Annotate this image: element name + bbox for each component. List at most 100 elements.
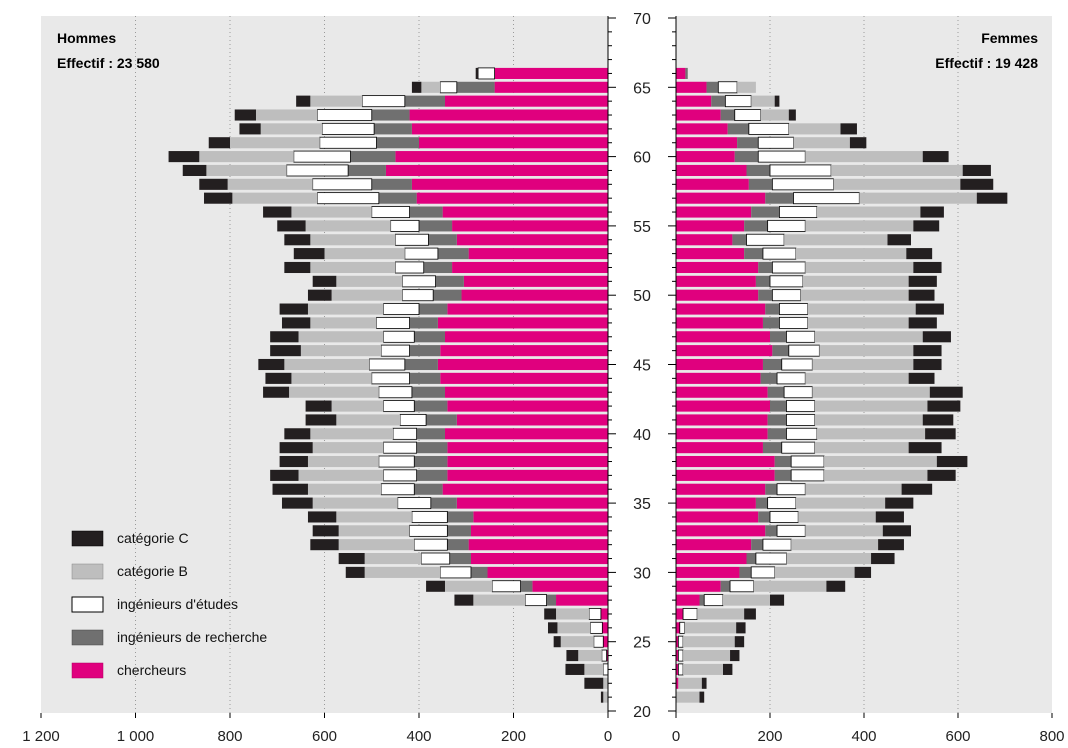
bar-femmes-chercheurs-age-59	[676, 164, 747, 177]
bar-hommes-ingenieurs-recherche-age-38	[414, 455, 448, 468]
bar-hommes-categorie-B-age-40	[310, 428, 394, 440]
bar-femmes-ingenieurs-etudes-age-57	[793, 192, 860, 205]
bar-femmes-chercheurs-age-42	[676, 400, 770, 412]
bar-hommes-categorie-C-age-59	[182, 164, 207, 177]
bar-hommes-categorie-B-age-30	[364, 566, 441, 578]
bar-femmes-categorie-B-age-56	[817, 206, 921, 218]
bar-hommes-chercheurs-age-60	[395, 151, 608, 163]
bar-hommes-categorie-C-age-23	[565, 663, 585, 675]
bar-femmes-ingenieurs-recherche-age-41	[767, 414, 787, 426]
bar-hommes-ingenieurs-recherche-age-30	[470, 566, 488, 578]
bar-femmes-ingenieurs-etudes-age-65	[717, 81, 738, 94]
bar-hommes-categorie-B-age-24	[578, 650, 602, 662]
bar-femmes-categorie-C-age-25	[734, 636, 745, 648]
bar-femmes-categorie-B-age-53	[795, 248, 907, 260]
bar-femmes-ingenieurs-etudes-age-36	[776, 483, 806, 496]
bar-hommes-categorie-C-age-64	[296, 95, 311, 107]
bar-femmes-categorie-C-age-59	[962, 164, 991, 177]
bar-femmes-ingenieurs-recherche-age-48	[762, 317, 780, 329]
bar-hommes-chercheurs-age-49	[447, 303, 608, 315]
axes	[40, 16, 1053, 718]
bar-hommes-categorie-C-age-52	[284, 261, 311, 274]
bar-femmes-ingenieurs-etudes-age-24	[677, 649, 684, 662]
bar-femmes-categorie-B-age-42	[814, 400, 928, 412]
bar-hommes-ingenieurs-etudes-age-52	[394, 261, 425, 274]
bar-femmes-ingenieurs-recherche-age-66	[685, 67, 688, 79]
bar-femmes-categorie-B-age-34	[798, 511, 876, 523]
bar-femmes-chercheurs-age-46	[676, 345, 773, 357]
legend-label-ingenieurs-etudes: ingénieurs d'études	[117, 596, 238, 612]
bar-femmes-ingenieurs-etudes-age-50	[771, 289, 801, 302]
age-tick-label: 25	[633, 635, 651, 652]
bar-femmes-ingenieurs-etudes-age-35	[767, 497, 797, 510]
bar-femmes-categorie-C-age-44	[908, 372, 935, 384]
bar-hommes-categorie-B-age-47	[298, 331, 384, 343]
bar-hommes-categorie-C-age-34	[307, 511, 337, 523]
bar-hommes-ingenieurs-recherche-age-40	[416, 428, 445, 440]
bar-hommes-chercheurs-age-28	[556, 594, 608, 606]
bar-hommes-categorie-B-age-52	[310, 261, 396, 274]
bar-hommes-ingenieurs-recherche-age-47	[414, 331, 445, 343]
bar-hommes-ingenieurs-etudes-age-31	[420, 552, 451, 565]
bar-femmes-ingenieurs-recherche-age-37	[774, 469, 792, 481]
bar-hommes-chercheurs-age-52	[452, 261, 608, 274]
age-tick-label: 60	[633, 150, 651, 167]
bar-hommes-ingenieurs-etudes-age-38	[378, 455, 415, 468]
x-tick-label-right: 600	[945, 728, 970, 745]
bar-femmes-ingenieurs-etudes-age-40	[786, 427, 818, 440]
bar-femmes-ingenieurs-recherche-age-55	[744, 220, 768, 232]
bar-femmes-ingenieurs-etudes-age-48	[779, 316, 809, 329]
right-subtitle: Effectif : 19 428	[935, 55, 1038, 71]
x-tick-label-right: 200	[757, 728, 782, 745]
bar-hommes-ingenieurs-etudes-age-37	[383, 469, 418, 482]
bar-hommes-categorie-C-age-30	[345, 566, 365, 578]
bar-femmes-chercheurs-age-50	[676, 289, 759, 301]
bar-hommes-chercheurs-age-50	[461, 289, 608, 301]
bar-hommes-categorie-C-age-56	[263, 206, 292, 218]
bar-hommes-ingenieurs-etudes-age-43	[378, 386, 413, 399]
bar-femmes-ingenieurs-recherche-age-30	[739, 566, 752, 578]
bar-femmes-categorie-C-age-63	[788, 109, 796, 121]
bar-femmes-categorie-B-age-24	[683, 650, 731, 662]
bar-femmes-categorie-B-age-41	[814, 414, 923, 426]
bar-femmes-categorie-C-age-23	[723, 663, 733, 675]
bar-femmes-ingenieurs-etudes-age-43	[783, 386, 813, 399]
bar-femmes-categorie-C-age-47	[922, 331, 951, 343]
bar-femmes-ingenieurs-recherche-age-59	[746, 164, 770, 177]
bar-hommes-ingenieurs-recherche-age-65	[456, 81, 495, 93]
bar-hommes-categorie-C-age-43	[263, 386, 290, 398]
bar-hommes-categorie-B-age-25	[560, 636, 594, 648]
bar-hommes-chercheurs-age-37	[447, 469, 608, 481]
bar-hommes-categorie-C-age-61	[208, 137, 230, 149]
bar-femmes-categorie-C-age-22	[701, 677, 707, 689]
bar-femmes-ingenieurs-etudes-age-29	[729, 580, 754, 593]
bar-hommes-categorie-B-age-46	[300, 345, 382, 357]
x-tick-label-left: 1 200	[22, 728, 60, 745]
bar-hommes-chercheurs-age-45	[437, 358, 608, 371]
bar-hommes-ingenieurs-etudes-age-61	[319, 136, 377, 149]
bar-femmes-categorie-B-age-48	[807, 317, 909, 329]
legend: catégorie C catégorie B ingénieurs d'étu…	[71, 530, 267, 679]
bar-femmes-categorie-B-age-45	[812, 358, 914, 371]
bar-femmes-ingenieurs-recherche-age-45	[762, 358, 782, 371]
bar-femmes-chercheurs-age-37	[676, 469, 775, 481]
bar-femmes-ingenieurs-recherche-age-28	[699, 594, 705, 606]
bar-hommes-chercheurs-age-29	[532, 580, 608, 592]
bar-femmes-ingenieurs-etudes-age-27	[682, 608, 698, 620]
bar-femmes-categorie-C-age-35	[885, 497, 914, 509]
bar-hommes-ingenieurs-etudes-age-33	[409, 524, 448, 537]
bar-femmes-categorie-B-age-31	[786, 552, 872, 565]
legend-label-ingenieurs-recherche: ingénieurs de recherche	[117, 629, 267, 645]
bar-hommes-categorie-B-age-61	[230, 137, 320, 149]
bar-femmes-chercheurs-age-52	[676, 261, 759, 274]
bar-hommes-ingenieurs-etudes-age-54	[394, 233, 429, 246]
bar-hommes-ingenieurs-etudes-age-36	[380, 483, 415, 496]
bar-hommes-chercheurs-age-48	[437, 317, 608, 329]
bar-femmes-ingenieurs-etudes-age-58	[771, 178, 834, 191]
bar-hommes-ingenieurs-recherche-age-48	[409, 317, 438, 329]
bar-femmes-chercheurs-age-65	[676, 81, 707, 93]
bar-femmes-ingenieurs-etudes-age-41	[786, 413, 816, 426]
bar-hommes-categorie-B-age-21	[603, 691, 608, 703]
bar-hommes-categorie-B-age-34	[336, 511, 412, 523]
